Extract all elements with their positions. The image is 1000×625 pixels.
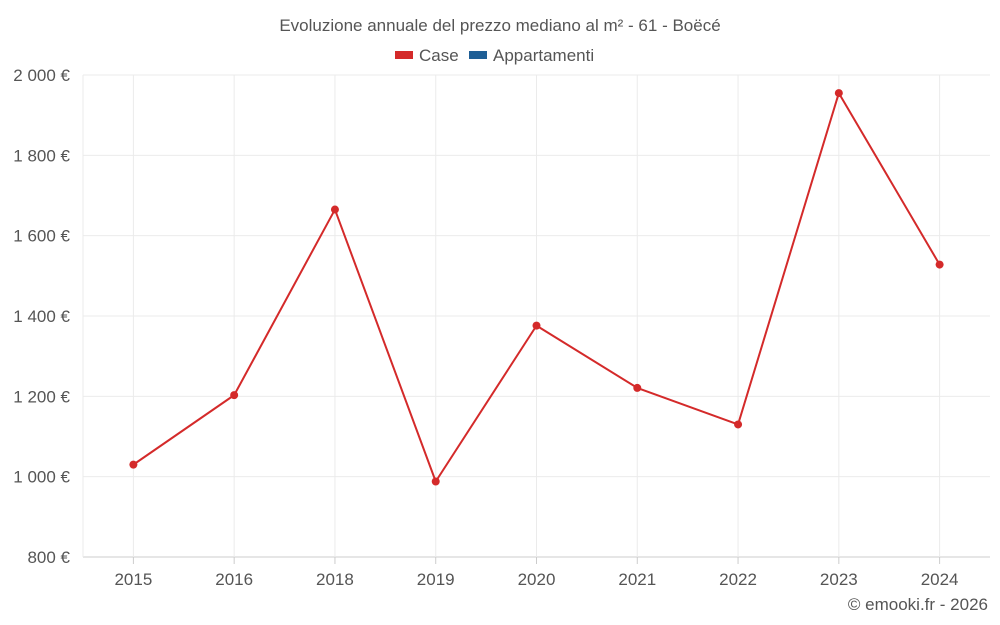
data-point-2023[interactable] bbox=[834, 89, 843, 98]
legend-label-appartamenti: Appartamenti bbox=[493, 46, 594, 65]
data-point-2018[interactable] bbox=[330, 205, 339, 214]
y-tick-label: 2 000 € bbox=[13, 66, 70, 85]
x-tick-label: 2024 bbox=[921, 570, 959, 589]
data-point-2022[interactable] bbox=[734, 420, 743, 429]
data-point-2015[interactable] bbox=[129, 460, 138, 469]
legend-label-case: Case bbox=[419, 46, 459, 65]
y-tick-label: 800 € bbox=[27, 548, 70, 567]
data-point-2016[interactable] bbox=[230, 391, 239, 400]
x-tick-label: 2023 bbox=[820, 570, 858, 589]
legend-swatch-appartamenti bbox=[469, 51, 487, 59]
y-tick-label: 1 800 € bbox=[13, 146, 70, 165]
chart-title: Evoluzione annuale del prezzo mediano al… bbox=[279, 16, 720, 35]
x-tick-label: 2021 bbox=[618, 570, 656, 589]
x-tick-label: 2020 bbox=[518, 570, 556, 589]
data-point-2020[interactable] bbox=[532, 321, 541, 330]
x-tick-label: 2019 bbox=[417, 570, 455, 589]
credit-text: © emooki.fr - 2026 bbox=[848, 595, 988, 614]
grid bbox=[82, 74, 990, 558]
y-tick-label: 1 400 € bbox=[13, 307, 70, 326]
data-point-2021[interactable] bbox=[633, 383, 642, 392]
legend: Case Appartamenti bbox=[395, 46, 594, 65]
x-axis: 2015 2016 2018 2019 2020 2021 2022 2023 2024 bbox=[114, 557, 959, 589]
data-point-2019[interactable] bbox=[431, 477, 440, 486]
y-tick-label: 1 200 € bbox=[13, 387, 70, 406]
x-tick-label: 2022 bbox=[719, 570, 757, 589]
data-point-2024[interactable] bbox=[935, 260, 944, 269]
x-tick-label: 2016 bbox=[215, 570, 253, 589]
x-tick-label: 2018 bbox=[316, 570, 354, 589]
series-case bbox=[129, 89, 944, 486]
y-axis: 800 € 1 000 € 1 200 € 1 400 € 1 600 € 1 800 €… bbox=[13, 66, 70, 567]
legend-swatch-case bbox=[395, 51, 413, 59]
x-tick-label: 2015 bbox=[114, 570, 152, 589]
legend-item-case[interactable]: Case bbox=[395, 46, 459, 65]
y-tick-label: 1 600 € bbox=[13, 227, 70, 246]
legend-item-appartamenti[interactable]: Appartamenti bbox=[469, 46, 594, 65]
y-tick-label: 1 000 € bbox=[13, 468, 70, 487]
